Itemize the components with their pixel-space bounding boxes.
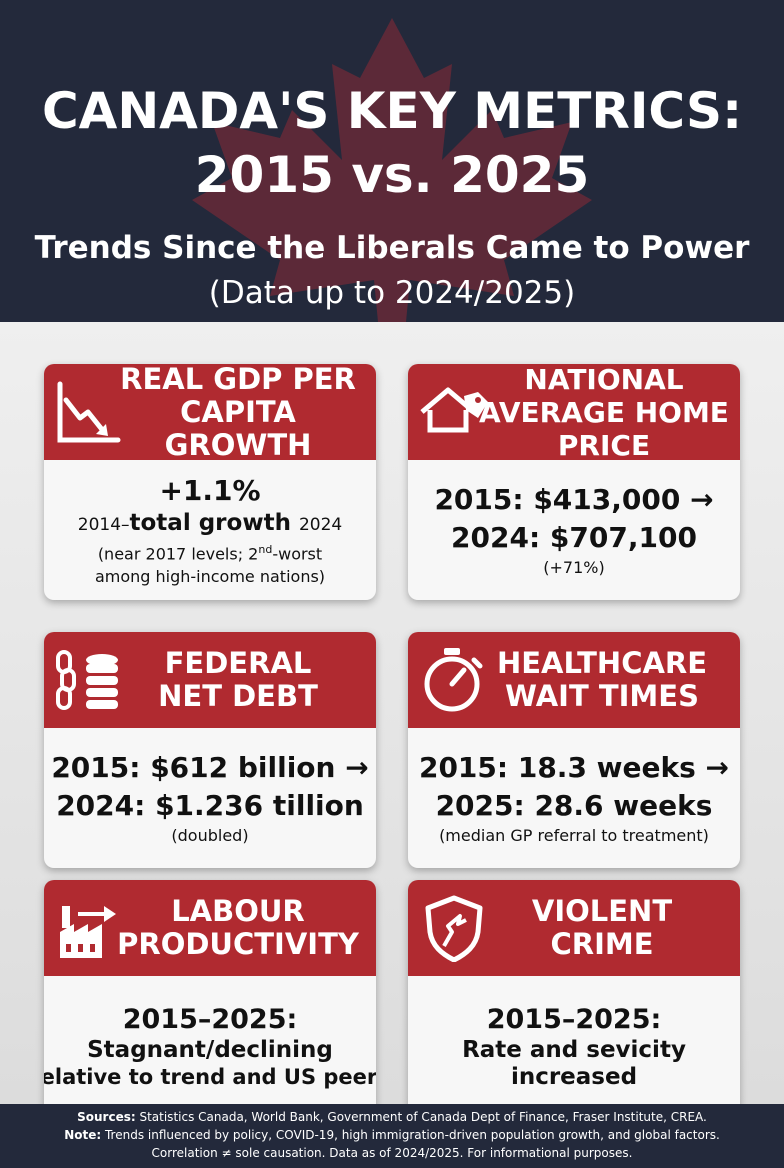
subtitle: Trends Since the Liberals Came to Power [34,230,750,266]
debt-2015: 2015: $612 billion → [51,751,369,784]
home-price-2015: 2015: $413,000 → [434,483,714,516]
card-header: VIOLENT CRIME [408,880,740,976]
home-price-change: (+71%) [543,558,605,577]
stopwatch-icon [424,648,483,712]
card-header: HEALTHCARE WAIT TIMES [408,632,740,728]
gdp-label: total growth [129,510,291,537]
home-price-2024: 2024: $707,100 [451,521,697,554]
card-labour-productivity: LABOUR PRODUCTIVITY 2015–2025: Stagnant/… [44,880,376,1116]
card-title: VIOLENT CRIME [531,894,673,961]
card-header: FEDERAL NET DEBT [44,632,376,728]
declining-chart-icon [57,381,121,443]
page-title-line1: CANADA'S KEY METRICS: [41,82,743,140]
crime-detail: increased [510,1064,638,1090]
crime-period: 2015–2025: [486,1004,662,1035]
gdp-value: +1.1% [159,474,261,508]
gdp-year-start: 2014– [77,515,130,536]
card-body: 2015–2025: Stagnant/declining relative t… [44,982,376,1112]
labour-status: Stagnant/declining [87,1037,333,1063]
card-title: NATIONAL AVERAGE HOME PRICE [479,364,729,462]
wait-note: (median GP referral to treatment) [439,826,709,845]
card-header: REAL GDP PER CAPITA GROWTH [44,364,376,462]
labour-detail: relative to trend and US peers [44,1065,376,1089]
card-title: LABOUR PRODUCTIVITY [117,894,359,961]
card-body: 2015: $612 billion → 2024: $1.236 tillio… [48,732,372,864]
card-body: 2015: 18.3 weeks → 2025: 28.6 weeks (med… [412,732,736,864]
debt-change: (doubled) [171,826,249,845]
crime-status: Rate and sevicity [462,1037,686,1063]
debt-2024: 2024: $1.236 tillion [56,789,364,822]
wait-2015: 2015: 18.3 weeks → [418,751,730,784]
factory-arrow-icon [60,906,116,958]
broken-shield-icon [425,895,483,962]
labour-period: 2015–2025: [122,1004,298,1035]
card-title: FEDERAL NET DEBT [158,646,318,713]
card-title: HEALTHCARE WAIT TIMES [496,646,708,713]
footer-disclaimer: Correlation ≠ sole causation. Data as of… [151,1146,633,1160]
gdp-year-end: 2024 [298,515,343,536]
gdp-note: (near 2017 levels; 2nd-worst [97,543,323,564]
card-body: 2015–2025: Rate and sevicity increased [412,982,736,1112]
subtitle-note: (Data up to 2024/2025) [208,275,576,311]
card-header: LABOUR PRODUCTIVITY [44,880,376,976]
card-header: NATIONAL AVERAGE HOME PRICE [408,364,740,462]
card-violent-crime: VIOLENT CRIME 2015–2025: Rate and sevici… [408,880,740,1116]
card-title: REAL GDP PER CAPITA GROWTH [120,364,356,462]
gdp-note-line2: among high-income nations) [94,566,326,586]
maple-leaf-icon [192,18,592,322]
card-gdp-per-capita: REAL GDP PER CAPITA GROWTH +1.1% 2014–to… [44,364,376,600]
footer: Sources: Statistics Canada, World Bank, … [0,1104,784,1168]
header-banner: CANADA'S KEY METRICS: 2015 vs. 2025 Tren… [0,0,784,322]
wait-2025: 2025: 28.6 weeks [435,789,713,822]
footer-sources: Sources: Statistics Canada, World Bank, … [77,1110,707,1124]
card-body: 2015: $413,000 → 2024: $707,100 (+71%) [412,464,736,596]
footer-note: Note: Trends influenced by policy, COVID… [64,1128,720,1142]
card-federal-debt: FEDERAL NET DEBT 2015: $612 billion → 20… [44,632,376,868]
card-home-price: NATIONAL AVERAGE HOME PRICE 2015: $413,0… [408,364,740,600]
page-title-line2: 2015 vs. 2025 [194,146,590,204]
chain-coins-icon [56,650,118,710]
card-body: +1.1% 2014–total growth 2024 (near 2017 … [48,464,372,596]
house-price-tag-icon [420,387,488,433]
card-healthcare-wait: HEALTHCARE WAIT TIMES 2015: 18.3 weeks →… [408,632,740,868]
gdp-period: 2014–total growth 2024 [78,510,342,539]
